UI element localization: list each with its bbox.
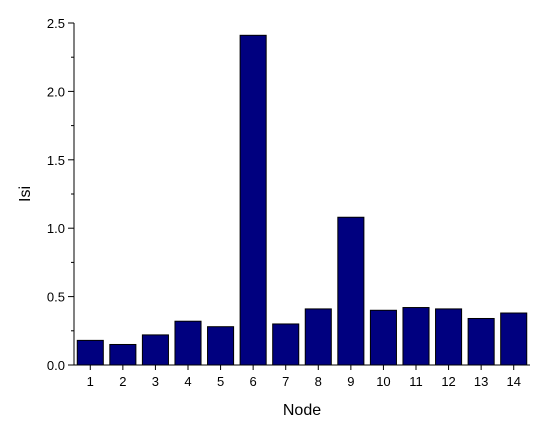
bar-node-1 xyxy=(76,339,104,366)
x-axis-label: Node xyxy=(283,402,321,419)
x-tick-label: 9 xyxy=(347,374,354,389)
bar-node-14 xyxy=(500,312,528,366)
x-tick-label: 5 xyxy=(217,374,224,389)
x-tick-label: 10 xyxy=(376,374,390,389)
y-axis-label: Isi xyxy=(17,186,34,202)
x-tick-label: 14 xyxy=(506,374,520,389)
bar-node-10 xyxy=(369,309,397,366)
x-tick-label: 3 xyxy=(152,374,159,389)
x-tick-label: 2 xyxy=(119,374,126,389)
bar-node-12 xyxy=(435,308,463,366)
bar-node-9 xyxy=(337,216,365,366)
bar-node-4 xyxy=(174,320,202,366)
bar-node-11 xyxy=(402,307,430,366)
x-tick-label: 7 xyxy=(282,374,289,389)
bar-node-3 xyxy=(141,334,169,366)
x-tick-label: 6 xyxy=(250,374,257,389)
x-tick-label: 8 xyxy=(315,374,322,389)
bar-node-5 xyxy=(207,326,235,366)
bar-node-6 xyxy=(239,34,267,366)
bar-node-13 xyxy=(467,317,495,366)
x-tick-label: 1 xyxy=(87,374,94,389)
bar-node-7 xyxy=(272,323,300,366)
y-tick-label: 2.0 xyxy=(47,84,65,99)
bars-group xyxy=(76,34,528,366)
y-tick-label: 1.5 xyxy=(47,153,65,168)
x-tick-label: 12 xyxy=(441,374,455,389)
x-tick-label: 13 xyxy=(474,374,488,389)
y-tick-label: 2.5 xyxy=(47,16,65,31)
y-tick-label: 1.0 xyxy=(47,221,65,236)
y-tick-label: 0.0 xyxy=(47,358,65,373)
x-tick-label: 4 xyxy=(184,374,191,389)
x-tick-label: 11 xyxy=(409,374,423,389)
y-tick-label: 0.5 xyxy=(47,290,65,305)
x-ticks-group: 1 2 3 4 5 6 7 8 9 10 11 12 13 14 xyxy=(87,365,521,389)
bar-node-8 xyxy=(304,308,332,366)
y-ticks-group: 0.0 0.5 1.0 1.5 2.0 2.5 xyxy=(47,16,74,373)
bar-node-2 xyxy=(109,343,137,366)
